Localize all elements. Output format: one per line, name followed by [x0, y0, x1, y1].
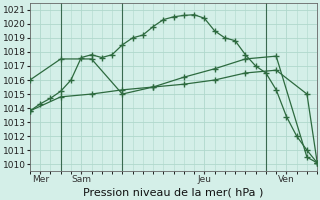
X-axis label: Pression niveau de la mer( hPa ): Pression niveau de la mer( hPa ): [84, 187, 264, 197]
